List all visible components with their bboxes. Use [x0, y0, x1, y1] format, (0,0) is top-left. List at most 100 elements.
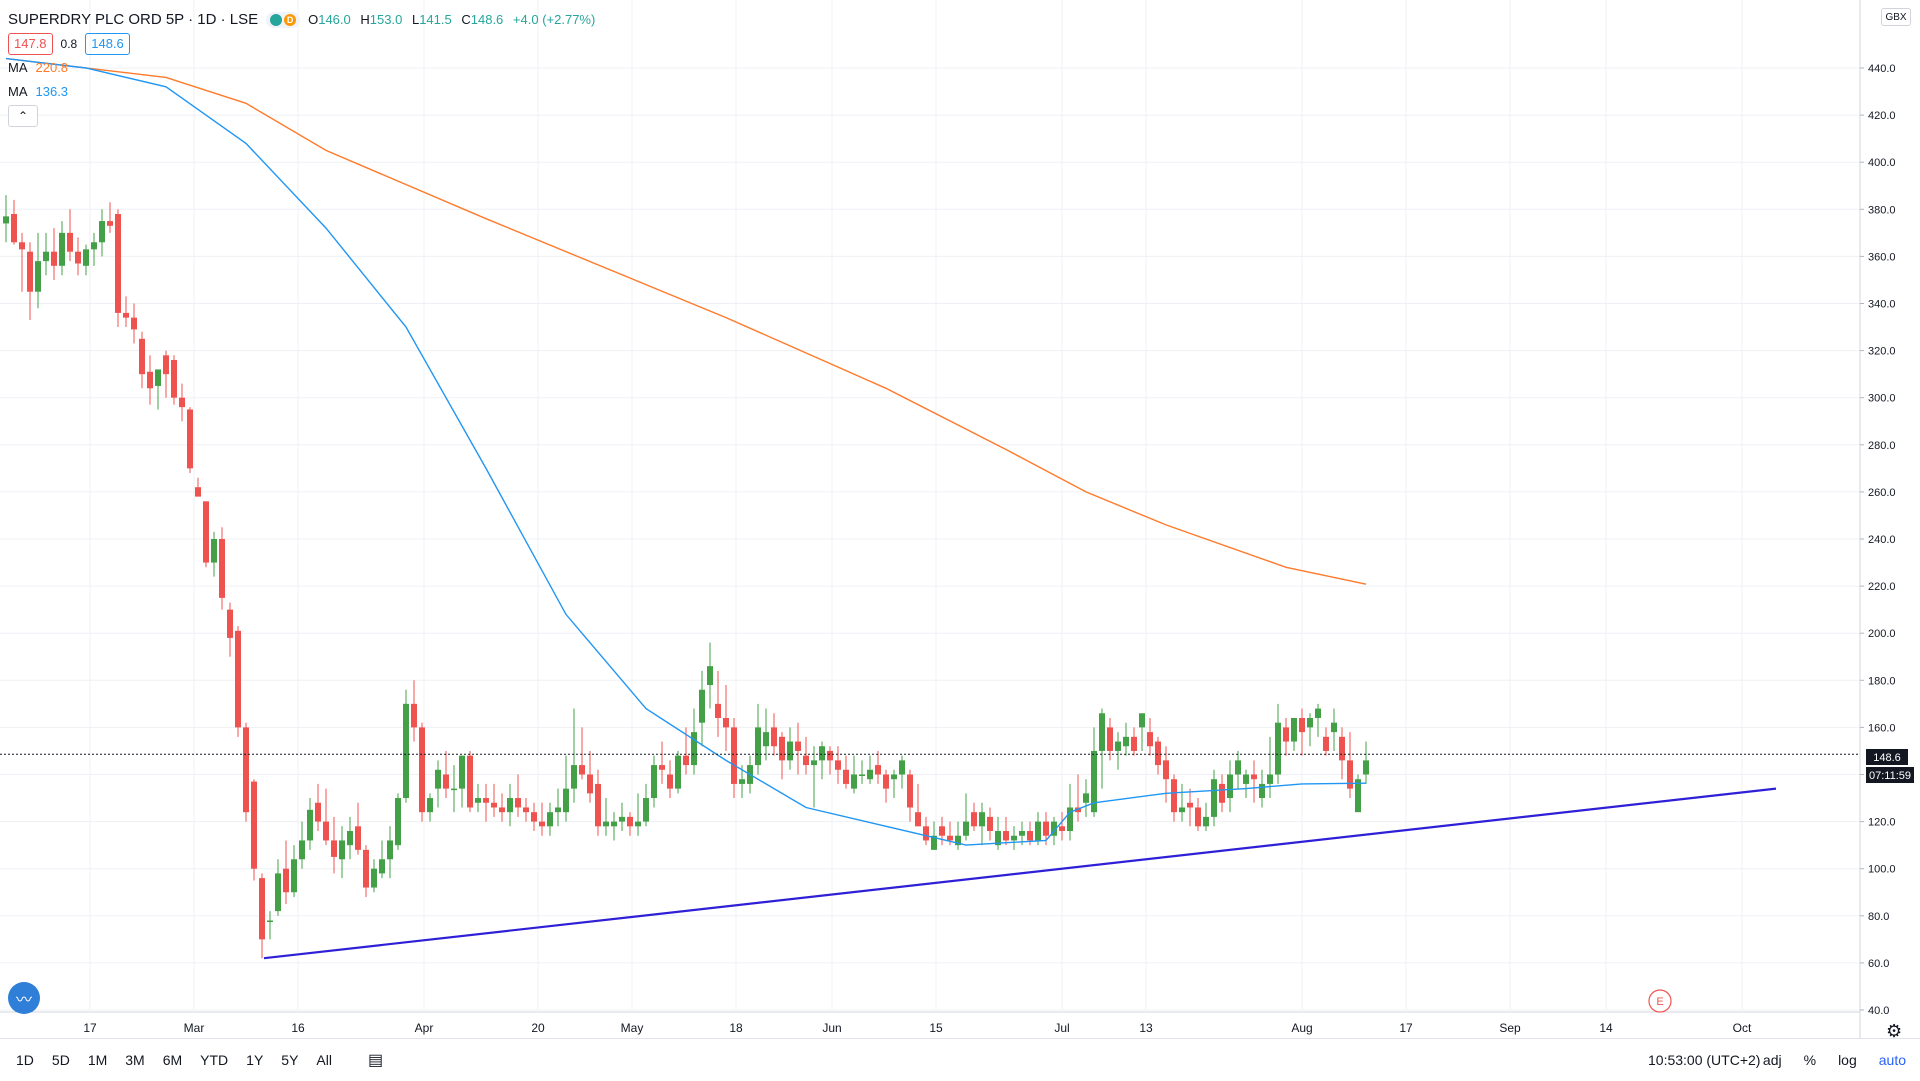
candle — [459, 755, 465, 808]
candle — [275, 859, 281, 916]
indicator-ma-2[interactable]: MA 136.3 — [8, 84, 69, 99]
candle — [67, 209, 73, 262]
y-tick-label: 380.0 — [1868, 204, 1896, 216]
candle — [187, 407, 193, 474]
candle — [1195, 798, 1201, 832]
svg-text:E: E — [1656, 996, 1663, 1008]
range-5y[interactable]: 5Y — [281, 1052, 299, 1068]
x-tick-label: 17 — [1399, 1021, 1413, 1035]
tradingview-logo-icon[interactable]: 〰 — [8, 982, 40, 1014]
auto-toggle[interactable]: auto — [1878, 1052, 1906, 1068]
x-tick-label: 17 — [83, 1021, 97, 1035]
x-tick-label: Jul — [1054, 1021, 1069, 1035]
candle — [1211, 769, 1217, 827]
buy-price-button[interactable]: 148.6 — [85, 33, 130, 55]
candle — [819, 741, 825, 780]
countdown-label: 07:11:59 — [1866, 767, 1914, 783]
indicator-ma-1[interactable]: MA 220.8 — [8, 60, 69, 75]
y-tick-label: 280.0 — [1868, 440, 1896, 452]
candle — [931, 821, 937, 850]
candle — [1307, 713, 1313, 747]
calendar-icon[interactable]: ▤ — [367, 1052, 384, 1069]
candle — [179, 383, 185, 422]
range-3m[interactable]: 3M — [125, 1052, 145, 1068]
x-tick-label: Jun — [822, 1021, 841, 1035]
candle — [627, 812, 633, 836]
status-dots[interactable]: D — [266, 12, 301, 28]
x-tick-label: Apr — [415, 1021, 434, 1035]
candle — [851, 755, 857, 794]
candle — [1235, 750, 1241, 789]
candle — [1187, 788, 1193, 827]
currency-badge[interactable]: GBX — [1881, 8, 1911, 26]
symbol-title[interactable]: SUPERDRY PLC ORD 5P · 1D · LSE — [8, 11, 259, 28]
trendline[interactable] — [263, 787, 1777, 960]
x-tick-label: Sep — [1499, 1021, 1521, 1035]
y-tick-label: 120.0 — [1868, 817, 1896, 829]
candle — [875, 750, 881, 784]
candle — [435, 760, 441, 808]
last-price-label: 148.6 — [1866, 749, 1908, 765]
range-1y[interactable]: 1Y — [246, 1052, 264, 1068]
candle — [1275, 703, 1281, 784]
percent-toggle[interactable]: % — [1803, 1052, 1817, 1068]
candle — [59, 221, 65, 276]
candle — [251, 779, 257, 881]
candle — [531, 802, 537, 832]
candle — [1075, 774, 1081, 822]
candle — [555, 788, 561, 827]
x-tick-label: 20 — [531, 1021, 545, 1035]
candle — [891, 769, 897, 799]
adj-toggle[interactable]: adj — [1762, 1052, 1782, 1068]
candle — [1227, 760, 1233, 813]
chart-grid — [0, 0, 1860, 1011]
time-axis[interactable]: 17 Mar 16 Apr 20 May 18 Jun 15 Jul 13 Aug 17 Sep 14 Oct — [0, 1011, 1860, 1035]
candle — [35, 232, 41, 309]
candle — [1243, 769, 1249, 799]
range-5d[interactable]: 5D — [51, 1052, 70, 1068]
candle — [235, 626, 241, 737]
x-tick-label: 18 — [729, 1021, 743, 1035]
candle — [571, 708, 577, 803]
x-tick-label: Mar — [184, 1021, 205, 1035]
candle — [3, 195, 9, 243]
candle — [659, 741, 665, 784]
range-all[interactable]: All — [316, 1052, 332, 1068]
earnings-marker[interactable]: E — [1648, 989, 1672, 1013]
candle — [163, 350, 169, 398]
clock-readout[interactable]: 10:53:00 (UTC+2) — [1648, 1052, 1761, 1068]
range-1m[interactable]: 1M — [87, 1052, 108, 1068]
candle — [1147, 717, 1153, 756]
log-toggle[interactable]: log — [1838, 1052, 1857, 1068]
y-tick-label: 180.0 — [1868, 675, 1896, 687]
candle — [803, 736, 809, 775]
candle — [779, 732, 785, 780]
candle — [1107, 717, 1113, 761]
gear-icon[interactable]: ⚙ — [1886, 1021, 1903, 1041]
price-axis[interactable]: 40.060.080.0100.0120.0140.0160.0180.0200… — [1859, 0, 1896, 1038]
candle — [1203, 802, 1209, 832]
candle — [1363, 741, 1369, 784]
candle — [123, 296, 129, 328]
y-tick-label: 300.0 — [1868, 393, 1896, 405]
candle — [547, 802, 553, 836]
candle — [1155, 736, 1161, 775]
candle — [563, 755, 569, 822]
y-tick-label: 100.0 — [1868, 864, 1896, 876]
range-ytd[interactable]: YTD — [200, 1052, 229, 1068]
candle — [1219, 774, 1225, 813]
candle — [907, 769, 913, 822]
price-chart[interactable]: 40.060.080.0100.0120.0140.0160.0180.0200… — [0, 0, 1920, 1038]
candle — [363, 845, 369, 897]
sell-price-button[interactable]: 147.8 — [8, 33, 53, 55]
candle — [483, 783, 489, 822]
svg-text:148.6: 148.6 — [1873, 752, 1901, 764]
candle — [971, 802, 977, 832]
range-1d[interactable]: 1D — [16, 1052, 34, 1068]
x-tick-label: 16 — [291, 1021, 305, 1035]
candle — [1123, 722, 1129, 756]
candle — [315, 783, 321, 832]
collapse-legend-button[interactable]: ⌃ — [8, 105, 38, 127]
candle — [771, 713, 777, 756]
range-6m[interactable]: 6M — [162, 1052, 183, 1068]
